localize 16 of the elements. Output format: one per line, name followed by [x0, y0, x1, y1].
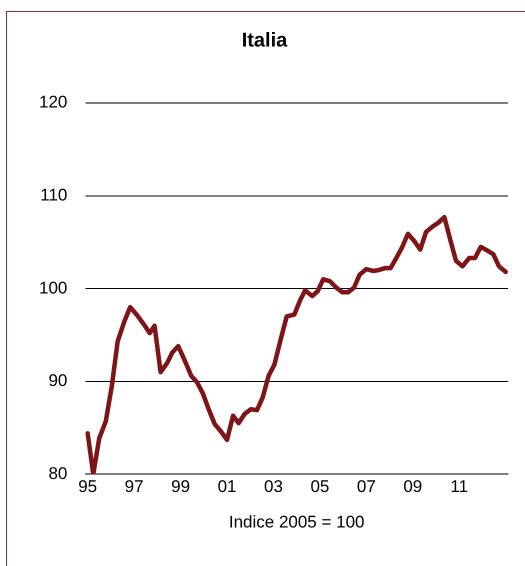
- x-tick-label: 05: [310, 477, 330, 496]
- x-tick-label: 11: [450, 477, 468, 496]
- x-tick-label: 01: [218, 477, 236, 496]
- x-tick-label: 09: [403, 477, 422, 496]
- y-tick-label: 120: [38, 92, 68, 112]
- y-tick-label: 100: [38, 278, 68, 298]
- x-tick-label: 07: [356, 477, 376, 496]
- x-tick-label: 03: [264, 477, 283, 496]
- x-tick-label: 99: [171, 477, 190, 496]
- y-tick-label: 80: [48, 464, 68, 483]
- x-tick-label: 95: [78, 477, 98, 496]
- x-tick-label: 97: [124, 477, 144, 496]
- x-axis-title: Indice 2005 = 100: [228, 512, 365, 532]
- chart-title: Italia: [242, 30, 288, 52]
- y-tick-label: 90: [48, 371, 68, 390]
- y-tick-label: 110: [40, 185, 68, 204]
